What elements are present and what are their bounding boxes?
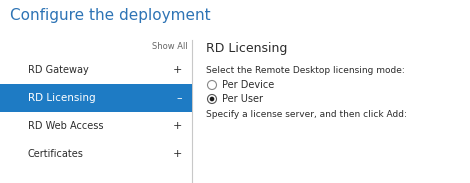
Text: RD Gateway: RD Gateway (28, 65, 89, 75)
Text: Configure the deployment: Configure the deployment (10, 8, 211, 23)
Text: Show All: Show All (152, 42, 188, 51)
Text: Specify a license server, and then click Add:: Specify a license server, and then click… (206, 110, 407, 119)
Text: –: – (176, 93, 182, 103)
FancyBboxPatch shape (0, 84, 192, 112)
Circle shape (210, 97, 214, 101)
Text: RD Licensing: RD Licensing (28, 93, 95, 103)
Text: +: + (172, 121, 182, 131)
FancyBboxPatch shape (0, 40, 192, 183)
Text: +: + (172, 149, 182, 159)
Circle shape (207, 94, 217, 104)
Circle shape (207, 81, 217, 89)
Text: Certificates: Certificates (28, 149, 84, 159)
Text: Select the Remote Desktop licensing mode:: Select the Remote Desktop licensing mode… (206, 66, 405, 75)
Text: Per User: Per User (221, 94, 263, 104)
Text: Per Device: Per Device (221, 80, 274, 90)
Text: +: + (172, 65, 182, 75)
Text: RD Licensing: RD Licensing (206, 42, 287, 55)
Text: RD Web Access: RD Web Access (28, 121, 103, 131)
